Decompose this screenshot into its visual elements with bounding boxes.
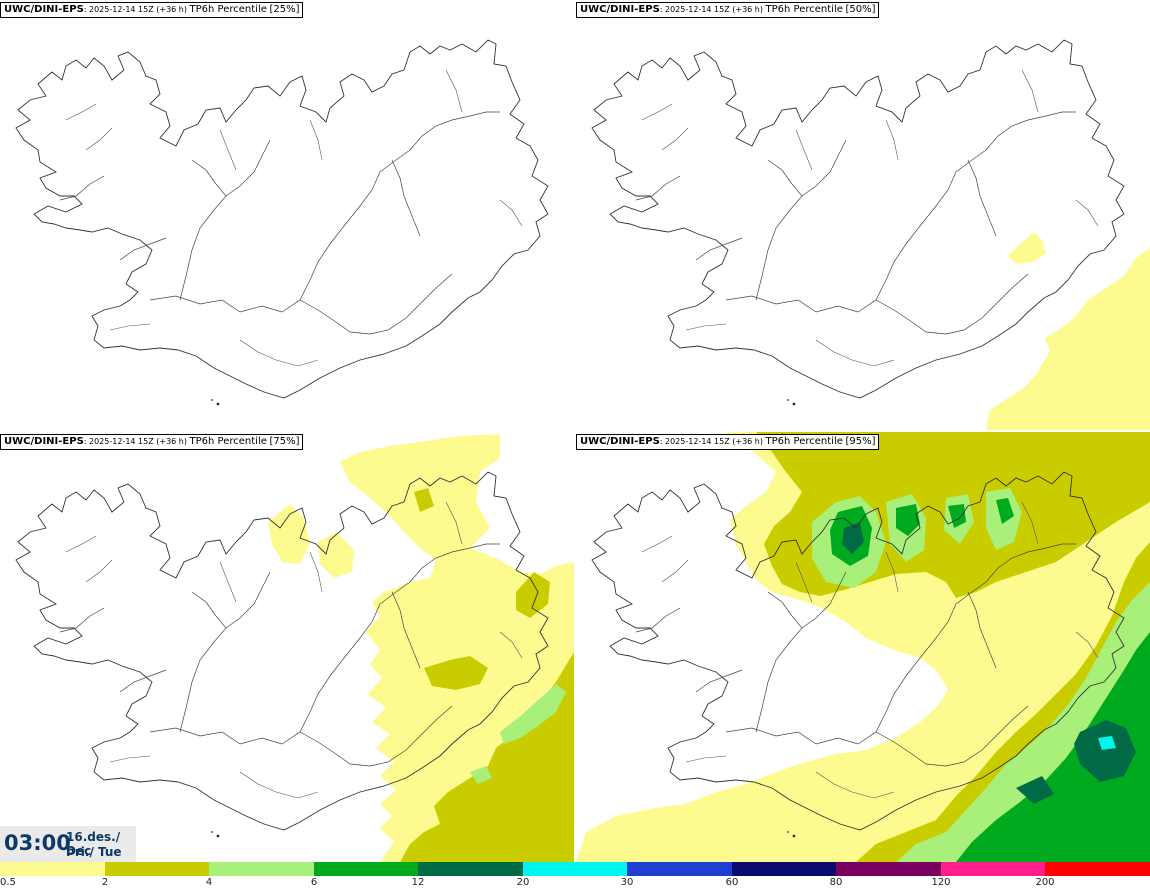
legend-swatch [104,862,210,876]
precip-area-darkgreen [1074,720,1136,782]
legend-swatch [731,862,837,876]
run-info: : 2025-12-14 15Z (+36 h) [83,5,187,14]
precip-area-lightgreen [500,684,566,744]
precip-area-cyan [1098,736,1116,750]
legend-tick-label: 120 [931,877,951,888]
color-legend: 0.5 2 4 6 12 20 30 60 80 120 200 [0,862,1150,891]
legend-color-bar [0,862,1150,876]
map-panel-25: UWC/DINI-EPS: 2025-12-14 15Z (+36 h) TP6… [0,0,574,430]
precip-area-green [996,498,1014,524]
precip-area-yellow [1008,232,1046,264]
iceland-map [576,432,1150,862]
product-name: TP6h Percentile [189,4,267,15]
model-name: UWC/DINI-EPS [580,436,660,447]
model-name: UWC/DINI-EPS [4,4,84,15]
panel-title: UWC/DINI-EPS: 2025-12-14 15Z (+36 h) TP6… [0,434,304,450]
percentile-label: [75%] [269,436,300,447]
percentile-label: [50%] [845,4,876,15]
legend-tick-label: 200 [1035,877,1055,888]
precip-area-yellow [318,532,354,578]
iceland-map [591,39,1150,430]
legend-swatch [940,862,1046,876]
percentile-label: [95%] [845,436,876,447]
precip-area-yellow [986,248,1150,430]
legend-tick-label: 30 [620,877,634,888]
legend-tick-label: 0.5 [0,877,16,888]
valid-weekday: Þri./ Tue [66,845,122,859]
precip-area-green [956,632,1150,862]
valid-time: 03:00 [4,831,71,855]
panel-title: UWC/DINI-EPS: 2025-12-14 15Z (+36 h) TP6… [576,434,880,450]
precip-area-olive [414,488,434,512]
map-panel-50: UWC/DINI-EPS: 2025-12-14 15Z (+36 h) TP6… [576,0,1150,430]
legend-tick-label: 4 [205,877,213,888]
legend-swatch [1045,862,1150,876]
legend-tick-label: 12 [411,877,425,888]
legend-swatch [313,862,419,876]
run-info: : 2025-12-14 15Z (+36 h) [659,5,763,14]
legend-swatch [836,862,941,876]
percentile-label: [25%] [269,4,300,15]
iceland-map [15,434,574,862]
valid-date: 16.des./ Dec [66,830,121,858]
legend-swatch [418,862,523,876]
legend-swatch [209,862,314,876]
precip-area-darkgreen [842,522,864,554]
product-name: TP6h Percentile [189,436,267,447]
precip-area-olive [424,656,488,690]
map-panel-75: UWC/DINI-EPS: 2025-12-14 15Z (+36 h) TP6… [0,432,574,862]
precip-area-olive [400,652,574,862]
legend-tick-label: 60 [725,877,739,888]
legend-swatch [0,862,105,876]
precip-area-green [896,504,920,536]
product-name: TP6h Percentile [765,4,843,15]
legend-swatch [522,862,628,876]
valid-time-box: 03:00 16.des./ Dec Þri./ Tue [0,826,136,862]
run-info: : 2025-12-14 15Z (+36 h) [659,437,763,446]
legend-tick-label: 2 [101,877,109,888]
map-panel-95: UWC/DINI-EPS: 2025-12-14 15Z (+36 h) TP6… [576,432,1150,862]
legend-tick-label: 20 [516,877,530,888]
precip-area-lightgreen [470,766,492,784]
model-name: UWC/DINI-EPS [4,436,84,447]
precip-area-olive [516,572,550,618]
run-info: : 2025-12-14 15Z (+36 h) [83,437,187,446]
iceland-map [15,39,549,406]
panel-title: UWC/DINI-EPS: 2025-12-14 15Z (+36 h) TP6… [0,2,304,18]
legend-tick-label: 6 [310,877,318,888]
model-name: UWC/DINI-EPS [580,4,660,15]
legend-tick-label: 80 [829,877,843,888]
panel-divider [0,430,1150,432]
panel-title: UWC/DINI-EPS: 2025-12-14 15Z (+36 h) TP6… [576,2,880,18]
precip-area-yellow [268,504,310,564]
product-name: TP6h Percentile [765,436,843,447]
legend-swatch [627,862,732,876]
precip-area-darkgreen [1016,776,1054,804]
